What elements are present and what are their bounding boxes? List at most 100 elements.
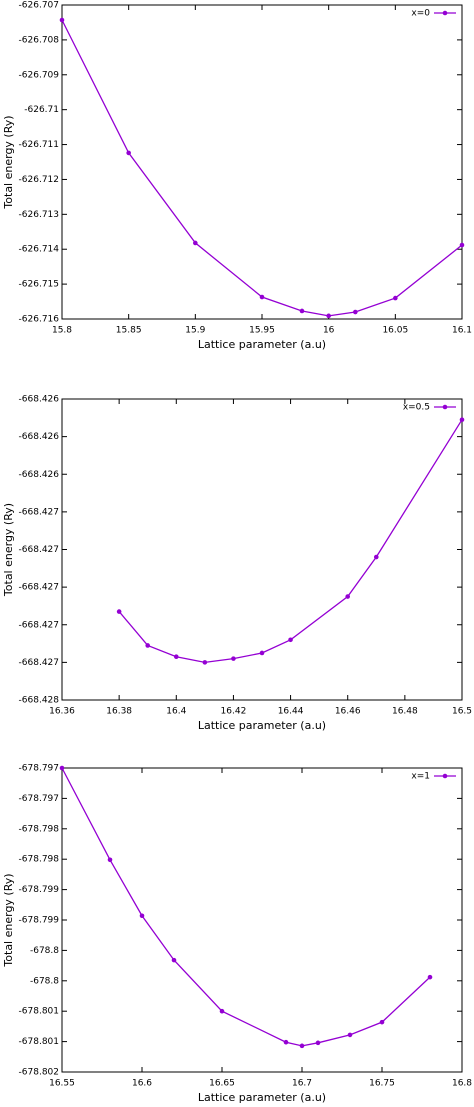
x-tick-label: 16.38 [106, 707, 132, 717]
legend-marker [442, 773, 448, 779]
x-tick-label: 16.48 [392, 707, 418, 717]
x-tick-label: 16.46 [335, 707, 361, 717]
x-axis-title: Lattice parameter (a.u) [198, 338, 326, 351]
chart: -668.426 -668.426 -668.426 -668.427 -668.427… [2, 395, 472, 733]
y-tick-label: -626.712 [19, 175, 59, 185]
legend-marker [442, 10, 448, 16]
x-tick-label: 16.75 [369, 1079, 395, 1089]
point [299, 308, 305, 314]
point [126, 150, 131, 156]
x-tick-label: 16.44 [278, 707, 304, 717]
point [259, 650, 265, 656]
x-tick-label: 16.05 [382, 326, 408, 336]
x-tick-label: 15.8 [52, 326, 72, 336]
y-tick-label: -626.714 [19, 245, 60, 255]
point [379, 1019, 385, 1025]
point [107, 857, 113, 863]
x-axis-title: Lattice parameter (a.u) [198, 719, 326, 732]
point [259, 294, 265, 300]
legend-marker [442, 404, 448, 410]
y-tick-label: -668.426 [19, 395, 60, 405]
y-tick-label: -626.707 [19, 1, 59, 11]
chart: -626.707 -626.708 -626.709 -626.71 -626.711 -… [2, 1, 472, 352]
y-tick-label: -626.709 [19, 70, 60, 80]
point [353, 309, 358, 315]
point [59, 765, 65, 771]
x-tick-label: 16.1 [452, 326, 472, 336]
y-tick-label: -668.427 [19, 545, 59, 555]
y-tick-label: -678.801 [19, 1037, 59, 1047]
x-axis-title: Lattice parameter (a.u) [198, 1091, 326, 1104]
point [288, 637, 293, 643]
y-tick-label: -626.708 [19, 35, 60, 45]
point [116, 609, 122, 614]
y-tick-label: -668.426 [19, 470, 60, 480]
x-tick-label: 16.55 [49, 1079, 75, 1089]
point [427, 974, 433, 980]
legend-label: x=1 [411, 772, 430, 782]
y-tick-label: -678.799 [19, 885, 60, 895]
y-tick-label: -678.797 [19, 794, 59, 804]
series-line [118, 419, 463, 664]
y-tick-label: -668.427 [19, 583, 59, 593]
point [139, 913, 145, 919]
y-tick-label: -668.426 [19, 432, 60, 442]
y-tick-label: -668.427 [19, 658, 59, 668]
y-tick-label: -626.711 [19, 140, 59, 150]
point [231, 656, 236, 661]
point [283, 1039, 289, 1045]
x-tick-label: 15.95 [249, 326, 275, 336]
y-axis-title: Total energy (Ry) [2, 503, 15, 597]
y-tick-label: -678.802 [19, 1068, 59, 1078]
point [171, 957, 177, 963]
point [173, 654, 179, 660]
chart: -678.797 -678.797 -678.798 -678.798 -678.799… [2, 764, 472, 1105]
y-axis-title: Total energy (Ry) [2, 873, 15, 967]
x-tick-label: 16.6 [132, 1079, 152, 1089]
point [326, 313, 331, 319]
legend-label: x=0.5 [403, 403, 430, 413]
x-tick-label: 16.5 [452, 707, 472, 717]
y-tick-label: -678.798 [19, 824, 60, 834]
point [373, 554, 379, 560]
point [345, 594, 351, 599]
y-axis-title: Total energy (Ry) [2, 115, 15, 209]
x-tick-label: 15.85 [116, 326, 142, 336]
point [299, 1043, 305, 1049]
y-tick-label: -626.715 [19, 280, 59, 290]
y-tick-label: -678.798 [19, 855, 60, 865]
point [219, 1008, 225, 1014]
point [145, 643, 151, 648]
point [459, 417, 465, 422]
plot-frame [61, 4, 463, 320]
point [347, 1032, 353, 1038]
y-tick-label: -678.799 [19, 916, 60, 926]
y-tick-label: -626.713 [19, 210, 59, 220]
point [393, 295, 398, 301]
x-tick-label: 15.9 [185, 326, 205, 336]
point [315, 1040, 321, 1046]
point [193, 240, 198, 246]
series-line [61, 767, 431, 1047]
x-tick-label: 16.65 [209, 1079, 235, 1089]
y-tick-label: -678.797 [19, 764, 59, 774]
point [459, 242, 465, 248]
y-tick-label: -668.427 [19, 507, 59, 517]
y-tick-label: -626.71 [24, 105, 59, 115]
x-tick-label: 16.42 [221, 707, 247, 717]
x-tick-label: 16.8 [452, 1079, 472, 1089]
y-tick-label: -626.716 [19, 315, 60, 325]
y-tick-label: -678.8 [30, 976, 59, 986]
series-line [61, 19, 463, 317]
x-tick-label: 16.4 [166, 707, 186, 717]
y-tick-label: -668.427 [19, 620, 59, 630]
y-tick-label: -668.428 [19, 696, 60, 706]
point [59, 17, 65, 23]
legend-label: x=0 [411, 9, 430, 19]
x-tick-label: 16.7 [292, 1079, 312, 1089]
x-tick-label: 16.36 [49, 707, 75, 717]
x-tick-label: 16 [323, 326, 335, 336]
y-tick-label: -678.801 [19, 1007, 59, 1017]
